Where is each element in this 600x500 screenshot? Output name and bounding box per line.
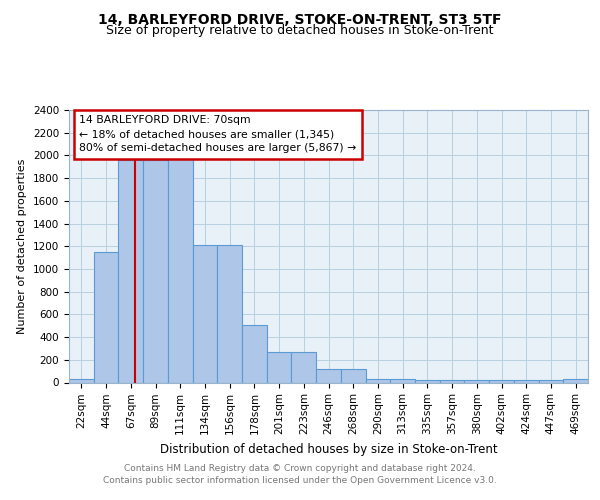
- Text: 14, BARLEYFORD DRIVE, STOKE-ON-TRENT, ST3 5TF: 14, BARLEYFORD DRIVE, STOKE-ON-TRENT, ST…: [98, 12, 502, 26]
- Text: Contains HM Land Registry data © Crown copyright and database right 2024.: Contains HM Land Registry data © Crown c…: [124, 464, 476, 473]
- Bar: [464, 380, 489, 382]
- Bar: [217, 245, 242, 382]
- Text: Size of property relative to detached houses in Stoke-on-Trent: Size of property relative to detached ho…: [106, 24, 494, 37]
- Bar: [267, 352, 292, 382]
- Bar: [242, 324, 267, 382]
- Bar: [143, 160, 168, 382]
- Bar: [69, 379, 94, 382]
- Bar: [514, 380, 539, 382]
- Bar: [440, 380, 464, 382]
- Bar: [118, 160, 143, 382]
- Bar: [563, 379, 588, 382]
- Text: Contains public sector information licensed under the Open Government Licence v3: Contains public sector information licen…: [103, 476, 497, 485]
- Bar: [539, 380, 563, 382]
- Bar: [193, 245, 217, 382]
- Bar: [489, 380, 514, 382]
- X-axis label: Distribution of detached houses by size in Stoke-on-Trent: Distribution of detached houses by size …: [160, 442, 497, 456]
- Bar: [341, 369, 365, 382]
- Bar: [168, 142, 193, 382]
- Bar: [94, 252, 118, 382]
- Bar: [292, 352, 316, 382]
- Text: 14 BARLEYFORD DRIVE: 70sqm
← 18% of detached houses are smaller (1,345)
80% of s: 14 BARLEYFORD DRIVE: 70sqm ← 18% of deta…: [79, 116, 356, 154]
- Bar: [390, 379, 415, 382]
- Y-axis label: Number of detached properties: Number of detached properties: [17, 158, 28, 334]
- Bar: [415, 380, 440, 382]
- Bar: [365, 379, 390, 382]
- Bar: [316, 369, 341, 382]
